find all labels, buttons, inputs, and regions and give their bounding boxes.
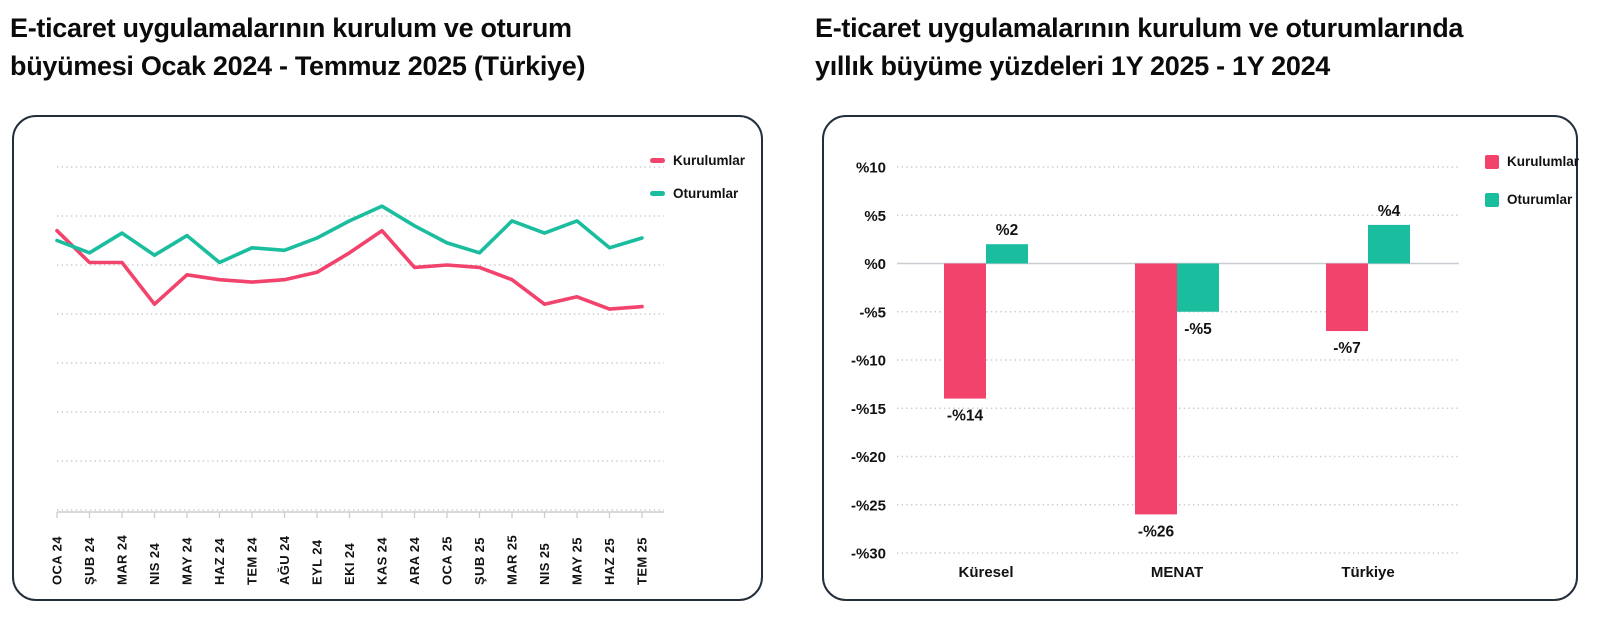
y-axis-label: %10 (856, 160, 886, 177)
x-axis-label: ARA 24 (407, 536, 422, 585)
bar-value-label: -%5 (1184, 321, 1212, 338)
bar-value-label: -%26 (1138, 523, 1175, 540)
x-axis-label: TEM 24 (245, 537, 260, 585)
x-axis-label: HAZ 25 (602, 538, 617, 585)
bar-value-label: %4 (1378, 203, 1401, 220)
bar-oturumlar-türkiye (1368, 224, 1410, 264)
bar-kurulumlar-türkiye (1326, 263, 1368, 332)
line-chart-canvas: OCA 24 ŞUB 24 MAR 24 NIS 24 MAY 24 HAZ 24 TEM … (50, 166, 664, 585)
line-chart-card: OCA 24 ŞUB 24 MAR 24 NIS 24 MAY 24 HAZ 24 TEM … (12, 115, 763, 601)
y-axis-label: %0 (864, 256, 886, 273)
bar-value-label: %2 (996, 222, 1018, 239)
bar-chart-canvas: %10 %5 %0 -%5 -%10 -%15 -%20 -%25 -%30 -%14 -%26 -%… (851, 160, 1459, 581)
bar-value-label: -%14 (947, 408, 984, 425)
kurulumlar-bar-swatch (1485, 154, 1499, 169)
oturumlar-line-swatch (650, 191, 665, 196)
kurulumlar-line-swatch (650, 158, 665, 163)
bar-chart-card: %10 %5 %0 -%5 -%10 -%15 -%20 -%25 -%30 -%14 -%26 -%… (822, 115, 1579, 601)
category-label: Küresel (958, 564, 1013, 581)
x-axis-label: KAS 24 (375, 537, 390, 585)
bar-oturumlar-menat (1177, 263, 1219, 312)
x-axis-label: TEM 25 (635, 537, 650, 585)
oturumlar-bar-swatch (1485, 192, 1499, 207)
y-axis-label: -%20 (851, 449, 886, 466)
legend-label: Kurulumlar (673, 153, 746, 168)
legend-label: Oturumlar (1507, 192, 1573, 207)
x-axis-label: OCA 24 (50, 536, 65, 585)
y-axis-label: -%15 (851, 401, 886, 418)
x-axis-label: MAR 24 (115, 535, 130, 585)
bar-kurulumlar-küresel (944, 263, 986, 399)
x-axis-label: NIS 25 (537, 543, 552, 585)
x-axis-label: OCA 25 (440, 536, 455, 585)
y-axis-label: -%5 (859, 304, 886, 321)
x-axis-label: ŞUB 25 (472, 537, 487, 585)
legend-item-oturumlar: Oturumlar (650, 186, 745, 201)
x-axis-label: MAY 25 (570, 537, 585, 585)
x-axis-label: EKI 24 (342, 542, 357, 585)
line-oturumlar (55, 204, 644, 265)
left-chart-title: E-ticaret uygulamalarının kurulum ve otu… (10, 13, 586, 81)
x-axis-label: AĞU 24 (277, 535, 292, 585)
x-axis-label: MAR 25 (505, 535, 520, 585)
bar-kurulumlar-menat (1135, 263, 1177, 515)
legend-label: Oturumlar (673, 186, 739, 201)
bar-chart-legend: Kurulumlar Oturumlar (1485, 154, 1579, 207)
x-axis-label: ŞUB 24 (82, 537, 97, 585)
y-axis-label: %5 (864, 208, 886, 225)
x-axis-label: HAZ 24 (212, 537, 227, 585)
line-chart-legend: Kurulumlar Oturumlar (650, 153, 745, 201)
category-label: MENAT (1151, 564, 1203, 581)
x-axis-label: EYL 24 (310, 539, 325, 585)
legend-label: Kurulumlar (1507, 154, 1580, 169)
legend-item-oturumlar: Oturumlar (1485, 192, 1579, 207)
bar-value-label: -%7 (1333, 340, 1361, 357)
y-axis-label: -%30 (851, 546, 886, 563)
x-axis-label: NIS 24 (147, 542, 162, 585)
legend-item-kurulumlar: Kurulumlar (1485, 154, 1579, 169)
y-axis-label: -%25 (851, 497, 886, 514)
x-axis-label: MAY 24 (180, 537, 195, 585)
legend-item-kurulumlar: Kurulumlar (650, 153, 745, 168)
category-label: Türkiye (1341, 564, 1394, 581)
right-chart-title: E-ticaret uygulamalarının kurulum ve otu… (815, 13, 1464, 81)
y-axis-label: -%10 (851, 353, 886, 370)
line-kurulumlar (55, 228, 644, 311)
bar-oturumlar-küresel (986, 244, 1028, 264)
